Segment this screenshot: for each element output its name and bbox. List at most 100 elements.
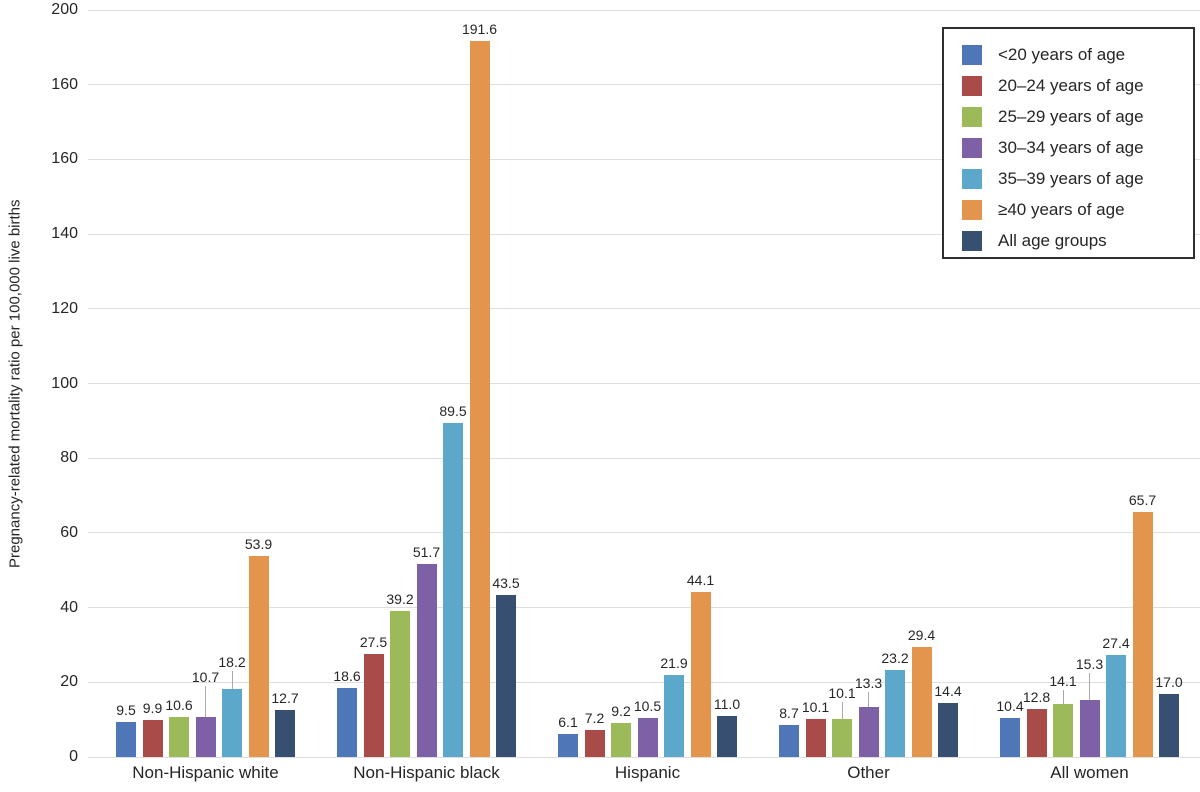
bar — [938, 703, 958, 757]
x-axis-category-label: Non-Hispanic white — [132, 763, 279, 782]
bar-value-label: 10.7 — [191, 669, 220, 686]
legend: <20 years of age 20–24 years of age 25–29 … — [942, 27, 1195, 259]
bar-value-label: 191.6 — [461, 21, 498, 38]
bar — [1079, 699, 1100, 757]
y-axis-tick-label: 60 — [60, 523, 78, 541]
y-axis-tick-label: 40 — [60, 598, 78, 616]
bar — [558, 734, 578, 757]
bar-value-label: 15.3 — [1075, 655, 1104, 672]
bar-value-label: 43.5 — [492, 574, 520, 591]
legend-item: 35–39 years of age — [962, 163, 1193, 194]
leader-line — [841, 702, 843, 720]
gridline — [88, 9, 1200, 11]
gridline — [88, 457, 1200, 459]
gridline — [88, 756, 1200, 758]
legend-item-label: 20–24 years of age — [998, 75, 1144, 95]
bar — [1053, 704, 1073, 757]
legend-item: 30–34 years of age — [962, 132, 1193, 163]
gridline — [88, 84, 1200, 86]
bar — [779, 724, 799, 757]
legend-swatch — [962, 168, 982, 189]
bar-value-label: 27.4 — [1102, 634, 1130, 651]
bar — [690, 592, 711, 757]
bar — [611, 722, 631, 757]
y-axis-tick-label: 200 — [51, 1, 78, 18]
bar — [496, 594, 516, 757]
legend-item-label: <20 years of age — [998, 44, 1126, 64]
bar-value-label: 14.4 — [934, 683, 962, 700]
bar-value-label: 51.7 — [412, 543, 441, 560]
bar-value-label: 10.5 — [633, 697, 662, 714]
y-axis-tick-label: 80 — [60, 449, 78, 467]
bar-value-label: 6.1 — [558, 714, 578, 731]
bar-value-label: 39.2 — [386, 590, 414, 607]
y-axis-tick-label: 160 — [51, 150, 78, 168]
bar — [911, 647, 932, 757]
y-axis-tick-label: 140 — [51, 225, 78, 243]
y-axis-tick-label: 20 — [60, 673, 78, 691]
bar-value-label: 27.5 — [359, 634, 388, 651]
bar-value-label: 9.9 — [142, 700, 163, 717]
bar-value-label: 8.7 — [779, 704, 799, 721]
legend-item: 25–29 years of age — [962, 101, 1193, 132]
bar — [664, 675, 684, 757]
bar — [1159, 693, 1179, 757]
bar — [416, 563, 437, 757]
bar — [363, 654, 384, 757]
leader-line — [205, 686, 206, 718]
gridline — [88, 308, 1200, 310]
bar-value-label: 10.1 — [801, 699, 830, 716]
legend-item: ≥40 years of age — [962, 194, 1193, 225]
bar-value-label: 18.2 — [218, 654, 246, 671]
bar-value-label: 13.3 — [854, 675, 883, 692]
bar-value-label: 7.2 — [584, 710, 605, 727]
bar — [1132, 511, 1153, 757]
leader-line — [1089, 672, 1090, 700]
bar-value-label: 9.2 — [611, 702, 631, 719]
bar-value-label: 10.4 — [996, 698, 1024, 715]
gridline — [88, 532, 1200, 534]
leader-line — [231, 671, 233, 690]
bar — [390, 610, 410, 757]
bar — [337, 687, 357, 757]
bar — [142, 720, 163, 757]
bar-value-label: 10.1 — [828, 685, 856, 702]
bar — [469, 41, 490, 757]
legend-item-label: ≥40 years of age — [998, 199, 1125, 219]
gridline — [88, 607, 1200, 609]
bar-value-label: 9.5 — [116, 701, 136, 718]
bar-value-label: 53.9 — [244, 535, 273, 552]
legend-swatch — [962, 106, 982, 127]
bar-value-label: 17.0 — [1155, 673, 1183, 690]
bar-value-label: 11.0 — [713, 695, 741, 712]
bar — [169, 717, 189, 757]
gridline — [88, 681, 1200, 683]
bar-value-label: 21.9 — [660, 655, 688, 672]
bar-value-label: 65.7 — [1128, 491, 1157, 508]
bar — [222, 689, 242, 757]
legend-item-label: 25–29 years of age — [998, 106, 1144, 126]
x-axis-category-label: Hispanic — [614, 763, 681, 782]
bar-value-label: 10.6 — [165, 697, 193, 714]
y-axis-tick-label: 120 — [51, 299, 78, 317]
legend-item: <20 years of age — [962, 39, 1193, 70]
bar — [637, 717, 658, 757]
bar-value-label: 23.2 — [881, 650, 909, 667]
bar — [275, 709, 295, 757]
bar — [832, 719, 852, 757]
legend-item: 20–24 years of age — [962, 70, 1193, 101]
bar-value-label: 12.8 — [1022, 689, 1051, 706]
bar — [584, 730, 605, 757]
leader-line — [1062, 690, 1064, 705]
bar — [195, 717, 216, 757]
y-axis-tick-label: 160 — [51, 75, 78, 93]
bar — [717, 715, 737, 757]
gridline — [88, 158, 1200, 160]
legend-swatch — [962, 199, 982, 220]
legend-item-label: 30–34 years of age — [998, 137, 1144, 157]
bar — [248, 555, 269, 757]
bar — [805, 719, 826, 757]
x-axis-category-label: Non-Hispanic black — [353, 763, 500, 782]
legend-item-label: All age groups — [998, 230, 1107, 250]
bar — [1106, 654, 1126, 757]
